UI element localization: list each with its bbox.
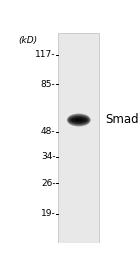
Text: 48-: 48-	[41, 127, 56, 136]
Text: 117-: 117-	[35, 50, 56, 59]
Text: Smad2: Smad2	[106, 114, 139, 126]
Ellipse shape	[68, 115, 90, 125]
Ellipse shape	[69, 116, 89, 124]
Ellipse shape	[67, 114, 91, 126]
Ellipse shape	[71, 117, 86, 123]
Text: 85-: 85-	[41, 80, 56, 89]
Text: 19-: 19-	[41, 209, 56, 218]
Bar	[58, 33, 99, 243]
Ellipse shape	[75, 118, 83, 121]
Text: 34-: 34-	[41, 152, 56, 161]
Text: 26-: 26-	[41, 179, 56, 188]
Text: (kD): (kD)	[18, 36, 38, 45]
